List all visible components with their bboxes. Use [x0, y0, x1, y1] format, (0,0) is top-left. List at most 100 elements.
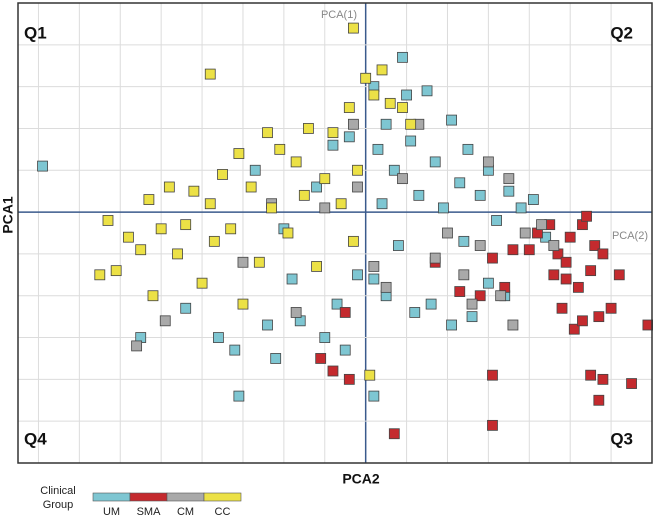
point — [102, 215, 114, 226]
point — [163, 181, 175, 193]
point — [568, 323, 580, 335]
grid — [18, 2, 653, 464]
legend: UM SMA CM CC — [92, 492, 242, 518]
point — [519, 227, 531, 239]
point — [233, 390, 245, 402]
point — [172, 248, 183, 260]
point — [208, 235, 220, 247]
point — [376, 198, 388, 210]
point — [372, 143, 384, 155]
point — [405, 118, 417, 130]
legend-swatch — [129, 492, 168, 502]
point — [311, 181, 322, 193]
axis-line-label: PCA(1) — [321, 9, 357, 21]
point — [626, 378, 637, 389]
point — [188, 185, 200, 197]
point — [360, 72, 372, 84]
point — [482, 156, 494, 168]
point — [262, 319, 273, 331]
legend-label: SMA — [137, 506, 162, 518]
point — [270, 353, 282, 364]
point — [613, 269, 625, 281]
point — [515, 202, 527, 214]
point — [348, 235, 359, 247]
legend-swatch — [92, 492, 131, 502]
point — [397, 102, 408, 113]
point — [442, 227, 453, 239]
point — [384, 97, 396, 109]
point — [437, 202, 449, 214]
point — [245, 181, 257, 193]
point — [131, 340, 143, 352]
point — [585, 369, 597, 381]
point — [593, 311, 605, 323]
point — [180, 302, 192, 314]
point — [286, 273, 298, 285]
point — [159, 315, 171, 327]
points — [37, 22, 653, 440]
legend-swatch — [166, 492, 205, 502]
point — [225, 223, 237, 235]
point — [466, 311, 478, 323]
point — [311, 261, 322, 272]
point — [327, 127, 339, 139]
point — [556, 302, 568, 314]
point — [327, 365, 339, 377]
legend-swatch — [203, 492, 242, 502]
point — [474, 189, 486, 201]
point — [204, 68, 216, 80]
quadrant-label: Q2 — [610, 23, 633, 42]
point — [458, 269, 470, 281]
point — [352, 269, 363, 281]
quadrant-label: Q1 — [24, 23, 47, 42]
point — [135, 244, 147, 256]
point — [110, 265, 122, 277]
point — [376, 64, 388, 76]
axis-line-label: PCA(2) — [612, 230, 648, 242]
point — [536, 219, 547, 231]
point — [331, 298, 343, 310]
legend-title: Clinical Group — [40, 485, 76, 511]
point — [560, 273, 572, 285]
point — [466, 298, 478, 310]
point — [487, 369, 498, 381]
y-axis-title: PCA1 — [0, 196, 16, 234]
point — [474, 290, 486, 302]
point — [343, 102, 355, 113]
point — [425, 298, 437, 310]
point — [204, 198, 216, 210]
point — [339, 344, 351, 356]
point — [392, 240, 404, 251]
point — [196, 277, 208, 289]
point — [237, 256, 249, 268]
point — [597, 373, 609, 385]
point — [123, 231, 134, 243]
point — [233, 148, 245, 159]
point — [429, 156, 441, 168]
point — [298, 189, 310, 201]
quadrant-label: Q3 — [610, 429, 633, 448]
point — [593, 394, 605, 406]
point — [446, 319, 457, 331]
point — [262, 127, 273, 139]
point — [503, 185, 515, 197]
point — [368, 89, 380, 101]
point — [409, 307, 421, 318]
point — [319, 173, 331, 185]
point — [364, 369, 376, 381]
point — [507, 244, 519, 256]
point — [319, 332, 331, 343]
point — [343, 131, 355, 143]
point — [527, 194, 539, 205]
point — [339, 307, 351, 318]
point — [405, 135, 417, 147]
point — [37, 160, 48, 172]
point — [503, 173, 515, 185]
point — [487, 419, 498, 431]
point — [413, 189, 425, 201]
point — [482, 277, 494, 289]
x-axis-title: PCA2 — [342, 471, 380, 487]
point — [253, 256, 265, 268]
point — [266, 202, 278, 214]
